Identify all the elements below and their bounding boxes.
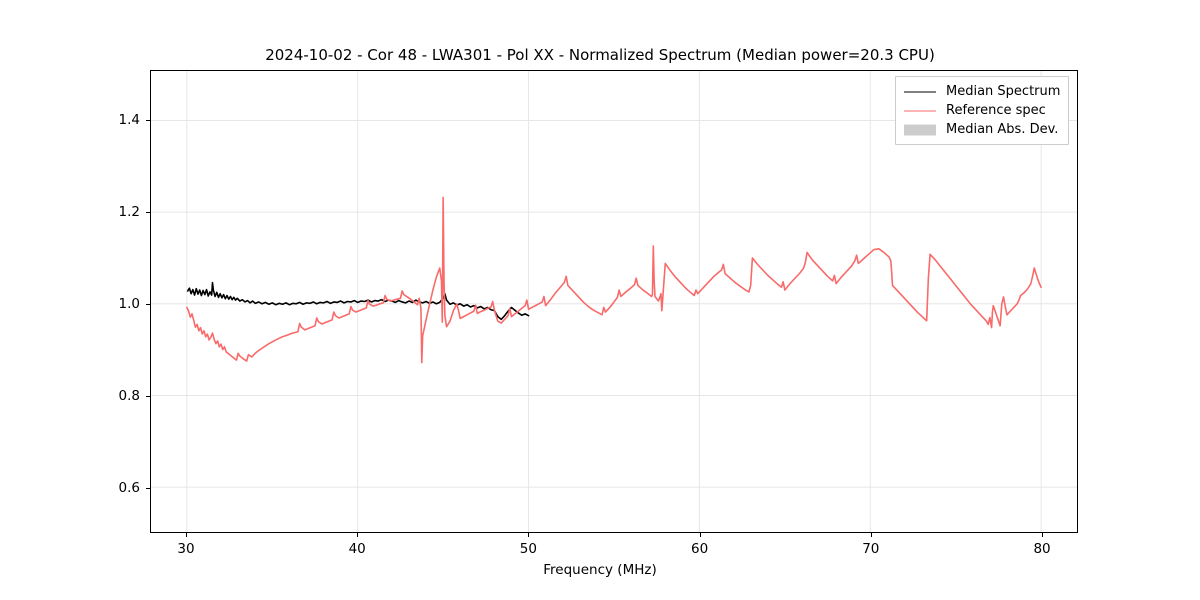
data-lines: [151, 71, 1077, 532]
x-tick-label: 50: [519, 541, 537, 557]
legend-item[interactable]: Reference spec: [903, 101, 1060, 120]
x-tick-label: 70: [862, 541, 880, 557]
legend-key-mark: [904, 91, 936, 92]
y-tick-mark: [146, 395, 150, 397]
x-tick-mark: [1042, 533, 1044, 537]
y-tick-label: 0.8: [118, 387, 140, 404]
x-tick-label: 30: [177, 541, 195, 557]
legend-label: Median Abs. Dev.: [946, 122, 1059, 137]
y-tick-label: 0.6: [118, 479, 140, 496]
x-tick-label: 60: [691, 541, 709, 557]
legend-line-swatch: [903, 105, 937, 117]
series-line-median-spectrum: [188, 283, 529, 320]
y-tick-label: 1.4: [118, 111, 140, 128]
x-axis-label: Frequency (MHz): [543, 562, 657, 578]
plot-title: 2024-10-02 - Cor 48 - LWA301 - Pol XX - …: [265, 46, 935, 64]
x-tick-mark: [870, 533, 872, 537]
x-tick-mark: [185, 533, 187, 537]
y-tick-mark: [146, 487, 150, 489]
y-tick-label: 1.2: [118, 203, 140, 220]
grid-lines: [151, 71, 1077, 532]
y-tick-mark: [146, 303, 150, 305]
legend-item[interactable]: Median Spectrum: [903, 82, 1060, 101]
legend-label: Reference spec: [946, 103, 1046, 118]
legend-key-mark: [904, 124, 936, 135]
x-tick-mark: [528, 533, 530, 537]
y-tick-mark: [146, 119, 150, 121]
legend-item[interactable]: Median Abs. Dev.: [903, 120, 1060, 139]
legend-key-mark: [904, 110, 936, 111]
series-line-reference-spec: [187, 197, 1041, 362]
legend-line-swatch: [903, 86, 937, 98]
chart-legend[interactable]: Median Spectrum Reference spec Median Abs.…: [895, 76, 1070, 145]
y-tick-mark: [146, 211, 150, 213]
x-tick-mark: [699, 533, 701, 537]
plot-axes: [150, 70, 1078, 533]
legend-label: Median Spectrum: [946, 84, 1061, 99]
x-tick-label: 80: [1033, 541, 1051, 557]
y-tick-label: 1.0: [118, 295, 140, 312]
legend-patch-swatch: [903, 124, 937, 136]
x-tick-mark: [357, 533, 359, 537]
x-tick-label: 40: [348, 541, 366, 557]
